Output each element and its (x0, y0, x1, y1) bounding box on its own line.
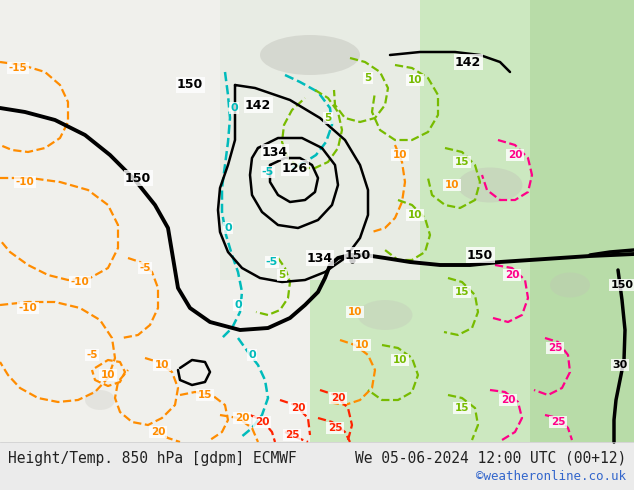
Text: -10: -10 (18, 303, 37, 313)
Text: 20: 20 (255, 417, 269, 427)
Text: 10: 10 (444, 180, 459, 190)
Ellipse shape (358, 300, 413, 330)
Text: 10: 10 (408, 75, 422, 85)
Text: 20: 20 (508, 150, 522, 160)
Text: 20: 20 (291, 403, 305, 413)
Bar (310, 0, 634, 442)
Text: 20: 20 (501, 395, 515, 405)
Text: 0: 0 (224, 223, 232, 233)
Text: 0: 0 (230, 103, 238, 113)
Text: 10: 10 (101, 370, 115, 380)
Text: 15: 15 (198, 390, 212, 400)
Bar (0, 442, 634, 490)
Text: 0: 0 (234, 300, 242, 310)
Text: -5: -5 (266, 257, 278, 267)
Text: 30: 30 (612, 360, 628, 370)
Bar (220, 0, 420, 280)
Text: 142: 142 (245, 98, 271, 112)
Text: 10: 10 (348, 307, 362, 317)
Text: 25: 25 (551, 417, 566, 427)
Text: 134: 134 (262, 146, 288, 158)
Ellipse shape (458, 168, 522, 202)
Text: 20: 20 (505, 270, 519, 280)
Text: 134: 134 (307, 251, 333, 265)
Text: 142: 142 (455, 55, 481, 69)
Text: ©weatheronline.co.uk: ©weatheronline.co.uk (476, 469, 626, 483)
Text: 20: 20 (331, 393, 346, 403)
Text: 5: 5 (365, 73, 372, 83)
Text: 10: 10 (392, 150, 407, 160)
Text: 25: 25 (285, 430, 299, 440)
Text: 25: 25 (548, 343, 562, 353)
Ellipse shape (550, 272, 590, 297)
Text: 126: 126 (282, 162, 308, 174)
Text: 25: 25 (328, 423, 342, 433)
Text: Height/Temp. 850 hPa [gdpm] ECMWF: Height/Temp. 850 hPa [gdpm] ECMWF (8, 450, 297, 465)
Text: -5: -5 (86, 350, 98, 360)
Text: 0: 0 (248, 350, 256, 360)
Text: We 05-06-2024 12:00 UTC (00+12): We 05-06-2024 12:00 UTC (00+12) (355, 450, 626, 465)
Text: 20: 20 (151, 427, 165, 437)
Ellipse shape (85, 390, 115, 410)
Text: -5: -5 (262, 167, 274, 177)
Text: 10: 10 (155, 360, 169, 370)
Text: 150: 150 (467, 248, 493, 262)
Text: 150: 150 (611, 280, 633, 290)
Bar (530, 0, 634, 442)
Text: 15: 15 (455, 287, 469, 297)
Text: -10: -10 (16, 177, 34, 187)
Text: 15: 15 (455, 157, 469, 167)
Text: 10: 10 (355, 340, 369, 350)
Text: 15: 15 (455, 403, 469, 413)
Text: -10: -10 (70, 277, 89, 287)
Text: 10: 10 (408, 210, 422, 220)
Text: 10: 10 (392, 355, 407, 365)
Text: -15: -15 (9, 63, 27, 73)
Text: 5: 5 (278, 270, 286, 280)
Text: -5: -5 (139, 263, 151, 273)
Text: 150: 150 (345, 248, 371, 262)
Text: 150: 150 (125, 172, 151, 185)
Text: 5: 5 (325, 113, 332, 123)
Text: 150: 150 (177, 78, 203, 92)
Ellipse shape (260, 35, 360, 75)
Text: 20: 20 (235, 413, 249, 423)
